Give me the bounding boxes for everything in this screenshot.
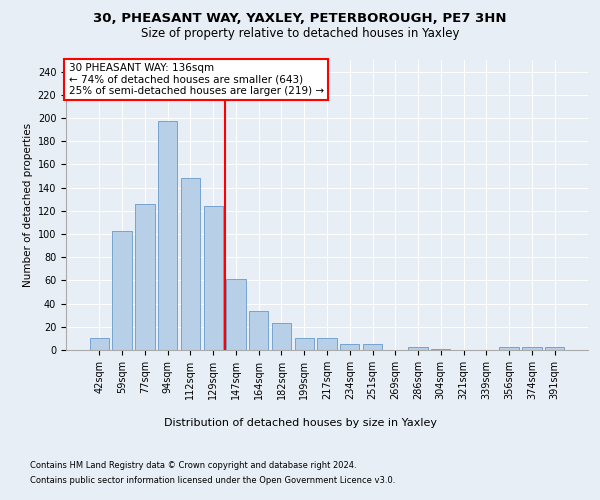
Bar bbox=[499, 346, 519, 350]
Bar bbox=[90, 338, 109, 350]
Bar bbox=[112, 230, 132, 350]
Bar bbox=[545, 346, 564, 350]
Y-axis label: Number of detached properties: Number of detached properties bbox=[23, 123, 34, 287]
Text: 30, PHEASANT WAY, YAXLEY, PETERBOROUGH, PE7 3HN: 30, PHEASANT WAY, YAXLEY, PETERBOROUGH, … bbox=[93, 12, 507, 26]
Bar bbox=[431, 349, 451, 350]
Bar bbox=[203, 206, 223, 350]
Bar bbox=[226, 279, 245, 350]
Text: 30 PHEASANT WAY: 136sqm
← 74% of detached houses are smaller (643)
25% of semi-d: 30 PHEASANT WAY: 136sqm ← 74% of detache… bbox=[68, 63, 324, 96]
Bar bbox=[158, 122, 178, 350]
Bar bbox=[249, 310, 268, 350]
Bar bbox=[317, 338, 337, 350]
Text: Contains HM Land Registry data © Crown copyright and database right 2024.: Contains HM Land Registry data © Crown c… bbox=[30, 461, 356, 470]
Bar bbox=[135, 204, 155, 350]
Bar bbox=[340, 344, 359, 350]
Bar bbox=[409, 346, 428, 350]
Text: Distribution of detached houses by size in Yaxley: Distribution of detached houses by size … bbox=[163, 418, 437, 428]
Bar bbox=[181, 178, 200, 350]
Bar bbox=[295, 338, 314, 350]
Bar bbox=[522, 346, 542, 350]
Bar bbox=[272, 324, 291, 350]
Text: Size of property relative to detached houses in Yaxley: Size of property relative to detached ho… bbox=[141, 28, 459, 40]
Bar bbox=[363, 344, 382, 350]
Text: Contains public sector information licensed under the Open Government Licence v3: Contains public sector information licen… bbox=[30, 476, 395, 485]
